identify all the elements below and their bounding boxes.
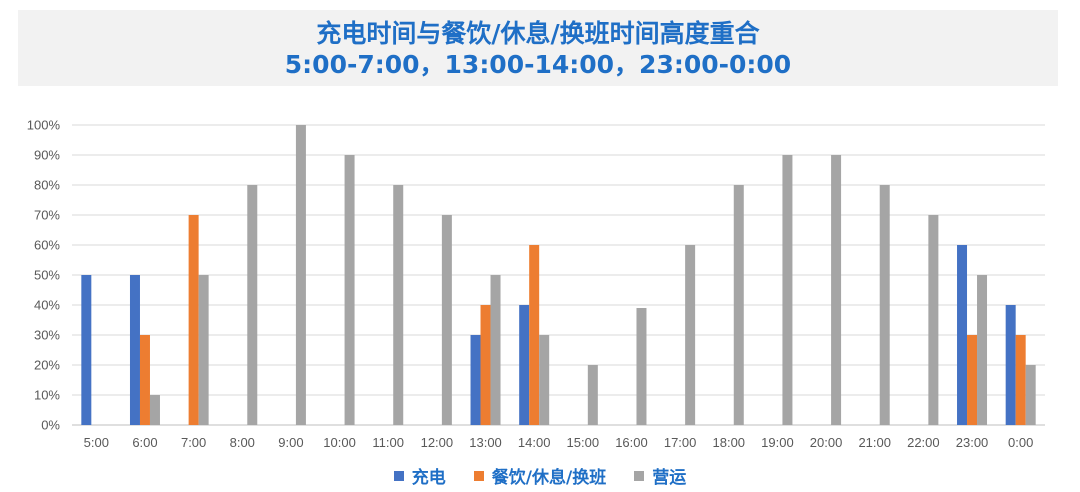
y-tick-label: 20%: [34, 358, 60, 373]
y-tick-label: 0%: [41, 418, 60, 433]
bar: [247, 185, 258, 425]
y-tick-label: 40%: [34, 298, 60, 313]
bar: [149, 395, 160, 425]
bar: [1015, 335, 1026, 425]
y-tick-label: 70%: [34, 208, 60, 223]
x-tick-label: 16:00: [615, 435, 648, 450]
bar: [1025, 365, 1036, 425]
x-tick-label: 21:00: [858, 435, 891, 450]
x-tick-label: 10:00: [323, 435, 356, 450]
legend-item: 餐饮/休息/换班: [473, 463, 607, 488]
legend-label: 营运: [652, 468, 687, 488]
chart-legend: 充电 餐饮/休息/换班 营运: [0, 463, 1080, 488]
x-tick-label: 11:00: [372, 435, 404, 450]
legend-swatch: [634, 471, 645, 481]
x-tick-label: 6:00: [132, 435, 157, 450]
bar: [441, 215, 452, 425]
bar: [198, 275, 209, 425]
bar: [81, 275, 92, 425]
legend-item: 充电: [393, 463, 446, 488]
chart-subtitle: 5:00-7:00，13:00-14:00，23:00-0:00: [284, 50, 792, 79]
x-tick-label: 18:00: [713, 435, 746, 450]
y-tick-label: 90%: [34, 148, 60, 163]
bar: [529, 245, 540, 425]
bar: [928, 215, 939, 425]
bar: [587, 365, 598, 425]
legend-item: 营运: [634, 463, 686, 488]
bar: [782, 155, 793, 425]
y-tick-label: 10%: [34, 388, 60, 403]
legend-label: 餐饮/休息/换班: [491, 468, 607, 488]
x-tick-label: 13:00: [469, 435, 502, 450]
x-tick-label: 5:00: [84, 435, 109, 450]
bar-chart: 0% 10% 20% 30% 40% 50% 60% 70% 80% 90% 100% 5:00 6:0…: [27, 118, 1045, 450]
y-tick-label: 100%: [27, 118, 61, 133]
x-tick-label: 8:00: [230, 435, 255, 450]
legend-swatch: [473, 471, 484, 481]
bar: [129, 275, 140, 425]
bar: [344, 155, 355, 425]
legend-swatch: [393, 471, 404, 481]
bar: [188, 215, 199, 425]
chart-title: 充电时间与餐饮/休息/换班时间高度重合: [316, 19, 760, 48]
bar: [470, 335, 481, 425]
x-tick-label: 15:00: [567, 435, 600, 450]
bar: [957, 245, 968, 425]
y-tick-label: 60%: [34, 238, 60, 253]
bar: [967, 335, 978, 425]
chart-title-box: 充电时间与餐饮/休息/换班时间高度重合 5:00-7:00，13:00-14:0…: [18, 10, 1058, 86]
bar: [393, 185, 404, 425]
x-tick-label: 0:00: [1008, 435, 1033, 450]
bar: [636, 308, 647, 425]
bar: [1005, 305, 1016, 425]
bar: [831, 155, 842, 425]
bar: [685, 245, 696, 425]
x-tick-label: 14:00: [518, 435, 551, 450]
bar: [539, 335, 550, 425]
x-tick-label: 19:00: [761, 435, 794, 450]
y-tick-label: 50%: [34, 268, 60, 283]
bar: [480, 305, 491, 425]
bar: [490, 275, 501, 425]
bar: [139, 335, 150, 425]
bar: [879, 185, 890, 425]
legend-label: 充电: [411, 468, 446, 488]
x-tick-label: 20:00: [810, 435, 843, 450]
x-tick-label: 23:00: [956, 435, 989, 450]
bar: [977, 275, 988, 425]
x-tick-label: 17:00: [664, 435, 697, 450]
x-tick-label: 9:00: [278, 435, 303, 450]
y-tick-label: 80%: [34, 178, 60, 193]
x-tick-label: 22:00: [907, 435, 940, 450]
y-tick-label: 30%: [34, 328, 60, 343]
x-tick-label: 12:00: [421, 435, 454, 450]
x-tick-label: 7:00: [181, 435, 206, 450]
bar: [519, 305, 530, 425]
bar: [295, 125, 306, 425]
bar: [733, 185, 744, 425]
